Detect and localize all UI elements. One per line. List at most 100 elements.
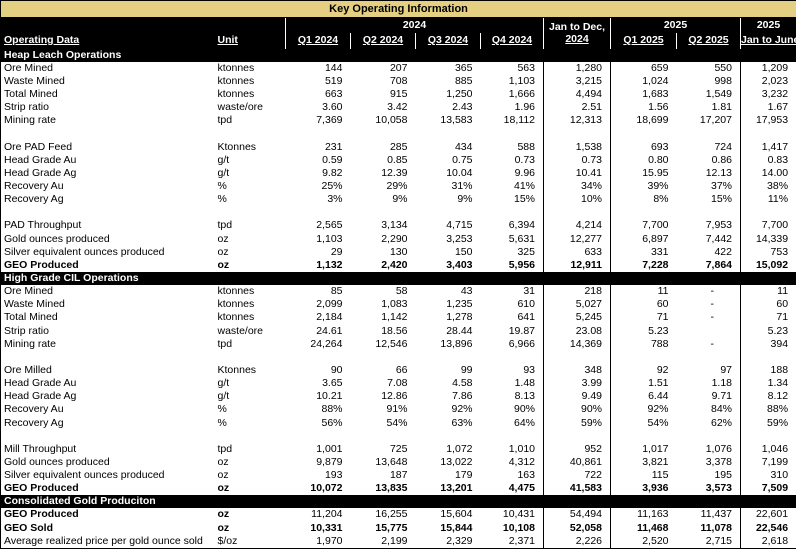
value-cell: 144: [286, 62, 351, 75]
value-cell: 15,844: [416, 522, 481, 535]
value-cell: 29: [286, 246, 351, 259]
row-label: Silver equivalent ounces produced: [1, 469, 216, 482]
value-cell: 7,442: [677, 232, 741, 245]
row-label: Waste Mined: [1, 298, 216, 311]
year-2024-group-header: 2024: [286, 18, 544, 33]
value-cell: 2,618: [741, 535, 796, 549]
value-cell: 1,549: [677, 88, 741, 101]
value-cell: 1,250: [416, 88, 481, 101]
spacer-row: [1, 351, 796, 364]
table-row: Recovery Ag%3%9%9%15%10%8%15%11%: [1, 193, 796, 206]
value-cell: 2,420: [351, 259, 416, 272]
value-cell: [741, 206, 796, 219]
value-cell: [741, 351, 796, 364]
value-cell: 724: [677, 140, 741, 153]
value-cell: 25%: [286, 180, 351, 193]
value-cell: 4.58: [416, 377, 481, 390]
value-cell: 0.86: [677, 154, 741, 167]
value-cell: 2,565: [286, 219, 351, 232]
row-unit: oz: [216, 522, 286, 535]
row-unit: tpd: [216, 338, 286, 351]
value-cell: 15%: [677, 193, 741, 206]
q3-2024-label: Q3 2024: [428, 34, 468, 46]
row-unit: oz: [216, 259, 286, 272]
q4-2024-column-header: Q4 2024: [481, 33, 544, 49]
value-cell: 54%: [611, 416, 677, 429]
value-cell: 1,132: [286, 259, 351, 272]
value-cell: 5,956: [481, 259, 544, 272]
value-cell: 6,966: [481, 338, 544, 351]
value-cell: 1,046: [741, 443, 796, 456]
value-cell: 519: [286, 75, 351, 88]
value-cell: 41,583: [544, 482, 611, 495]
year-2025-half-group-header: 2025: [741, 18, 796, 33]
row-label: Mining rate: [1, 114, 216, 127]
unit-label: Unit: [218, 34, 238, 46]
q1-2025-label: Q1 2025: [623, 34, 663, 46]
value-cell: 15,775: [351, 522, 416, 535]
row-label: Average realized price per gold ounce so…: [1, 535, 216, 549]
value-cell: [286, 351, 351, 364]
value-cell: 693: [611, 140, 677, 153]
value-cell: 285: [351, 140, 416, 153]
value-cell: 99: [416, 364, 481, 377]
value-cell: 725: [351, 443, 416, 456]
row-unit: oz: [216, 482, 286, 495]
row-label: Recovery Au: [1, 403, 216, 416]
value-cell: 231: [286, 140, 351, 153]
operating-data-label: Operating Data: [4, 34, 79, 46]
row-unit: ktonnes: [216, 285, 286, 298]
value-cell: [416, 351, 481, 364]
value-cell: 2,329: [416, 535, 481, 549]
value-cell: 18,112: [481, 114, 544, 127]
value-cell: 753: [741, 246, 796, 259]
value-cell: 8%: [611, 193, 677, 206]
value-cell: 22,546: [741, 522, 796, 535]
row-label: Head Grade Au: [1, 154, 216, 167]
value-cell: 23.08: [544, 324, 611, 337]
value-cell: 4,715: [416, 219, 481, 232]
value-cell: 92%: [416, 403, 481, 416]
row-unit: ktonnes: [216, 311, 286, 324]
row-label: Strip ratio: [1, 324, 216, 337]
value-cell: 63%: [416, 416, 481, 429]
value-cell: 10.21: [286, 390, 351, 403]
value-cell: 2,371: [481, 535, 544, 549]
value-cell: [416, 206, 481, 219]
value-cell: 7,228: [611, 259, 677, 272]
value-cell: [611, 351, 677, 364]
jan-to-june-label: Jan to June: [741, 34, 796, 46]
value-cell: 3.60: [286, 101, 351, 114]
value-cell: 2.51: [544, 101, 611, 114]
value-cell: 28.44: [416, 324, 481, 337]
value-cell: 90%: [544, 403, 611, 416]
value-cell: 29%: [351, 180, 416, 193]
value-cell: 641: [481, 311, 544, 324]
unit-column-header: Unit: [216, 33, 286, 49]
value-cell: 39%: [611, 180, 677, 193]
row-label: Head Grade Ag: [1, 167, 216, 180]
value-cell: 1,072: [416, 443, 481, 456]
row-label: [1, 430, 216, 443]
value-cell: 0.83: [741, 154, 796, 167]
value-cell: 1,142: [351, 311, 416, 324]
value-cell: 4,312: [481, 456, 544, 469]
row-label: Recovery Ag: [1, 193, 216, 206]
value-cell: 3,573: [677, 482, 741, 495]
value-cell: 56%: [286, 416, 351, 429]
value-cell: 3.65: [286, 377, 351, 390]
value-cell: 37%: [677, 180, 741, 193]
value-cell: [741, 127, 796, 140]
value-cell: 92%: [611, 403, 677, 416]
value-cell: [481, 351, 544, 364]
